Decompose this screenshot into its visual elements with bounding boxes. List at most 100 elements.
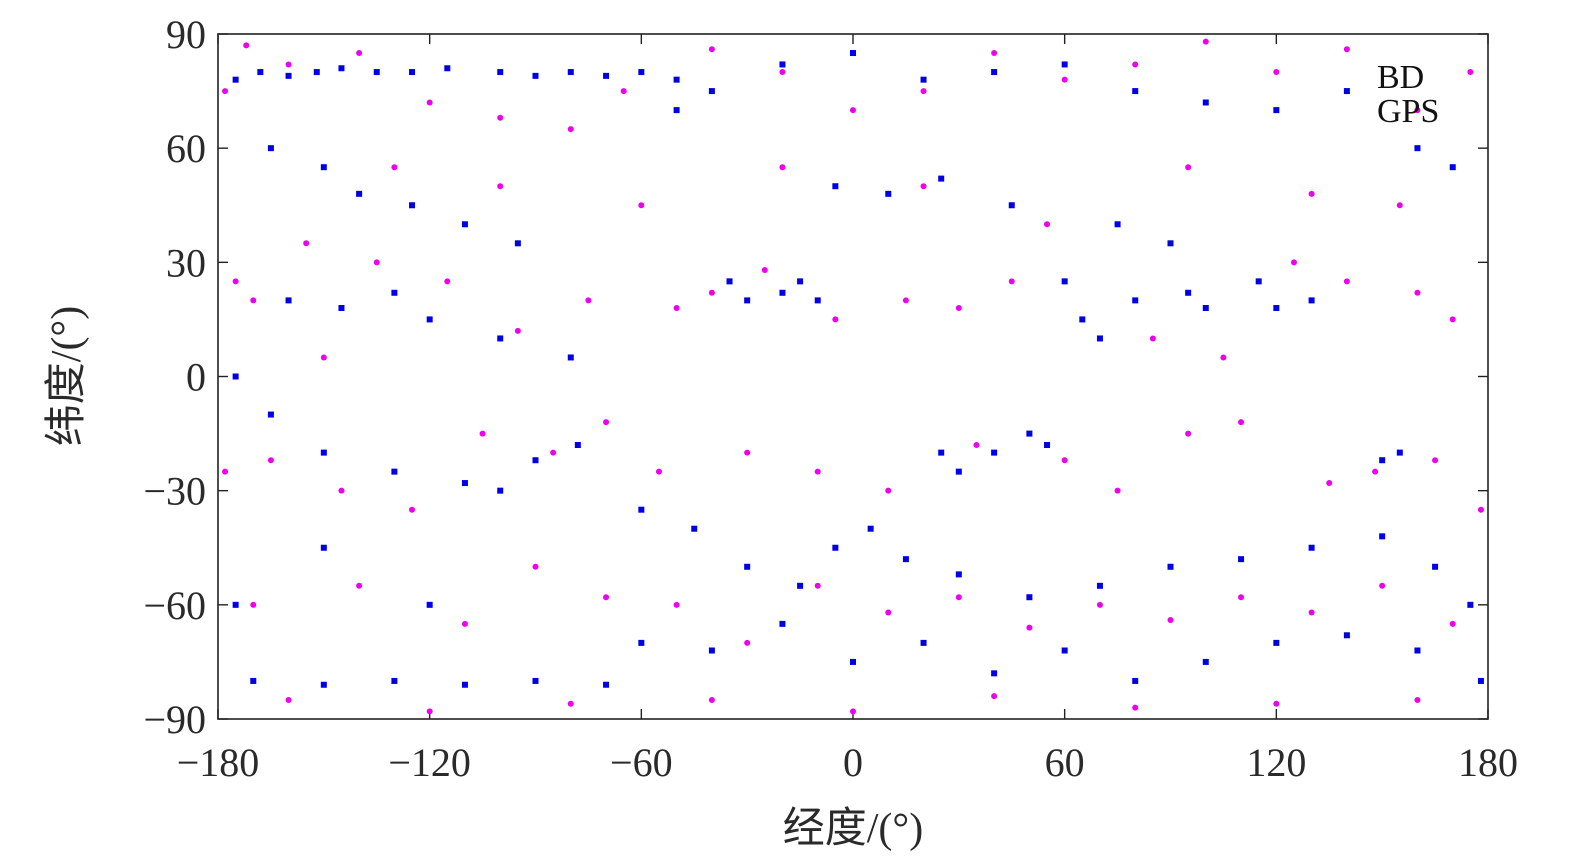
data-point-gps <box>1273 700 1280 707</box>
data-point-gps <box>1185 430 1192 437</box>
data-point-gps <box>356 50 363 57</box>
data-point-bd <box>532 677 539 684</box>
data-point-gps <box>338 487 345 494</box>
data-point-bd <box>232 373 239 380</box>
data-point-gps <box>902 297 909 304</box>
data-point-gps <box>655 468 662 475</box>
data-point-gps <box>1396 202 1403 209</box>
data-point-bd <box>744 563 751 570</box>
data-point-bd <box>832 544 839 551</box>
data-point-bd <box>532 457 539 464</box>
data-point-gps <box>708 289 715 296</box>
data-point-gps <box>1044 221 1051 228</box>
y-tick-label: 30 <box>166 240 206 285</box>
data-point-bd <box>257 69 264 76</box>
data-point-bd <box>673 76 680 83</box>
data-point-bd <box>338 305 345 311</box>
data-point-gps <box>479 430 486 437</box>
data-point-bd <box>1414 145 1421 152</box>
data-point-bd <box>1202 99 1209 106</box>
data-point-gps <box>1238 594 1245 601</box>
data-point-bd <box>267 411 274 418</box>
data-point-gps <box>1449 620 1456 627</box>
data-point-gps <box>744 639 751 646</box>
data-point-bd <box>1026 430 1033 437</box>
data-point-gps <box>779 69 786 76</box>
data-point-bd <box>726 278 733 285</box>
data-point-bd <box>1061 61 1068 68</box>
data-point-bd <box>1167 240 1174 247</box>
data-point-bd <box>797 278 804 285</box>
data-points <box>222 38 1484 715</box>
data-point-bd <box>1379 533 1386 540</box>
data-point-bd <box>532 72 539 79</box>
data-point-bd <box>320 164 327 171</box>
data-point-gps <box>303 240 310 247</box>
legend-label-gps: GPS <box>1377 93 1439 130</box>
data-point-gps <box>497 114 504 121</box>
x-axis-title: 经度/(°) <box>783 806 923 852</box>
data-point-gps <box>1096 601 1103 608</box>
data-point-gps <box>1343 46 1350 53</box>
data-point-bd <box>1132 677 1139 684</box>
data-point-bd <box>673 107 680 114</box>
data-point-bd <box>850 50 856 57</box>
x-tick-label: −120 <box>388 740 471 785</box>
data-point-bd <box>1477 677 1484 684</box>
data-point-gps <box>1149 335 1156 342</box>
data-point-gps <box>250 601 257 608</box>
data-point-bd <box>1255 278 1262 285</box>
data-point-gps <box>1220 354 1227 361</box>
data-point-bd <box>991 449 998 456</box>
y-tick-label: 0 <box>186 355 206 400</box>
data-point-gps <box>955 305 962 311</box>
x-tick-label: 60 <box>1045 740 1085 785</box>
data-point-gps <box>356 582 363 589</box>
data-point-gps <box>885 609 892 616</box>
data-point-gps <box>222 88 229 95</box>
data-point-bd <box>320 681 327 688</box>
data-point-bd <box>885 190 892 197</box>
data-point-bd <box>708 647 715 654</box>
data-point-bd <box>1273 639 1280 646</box>
data-point-bd <box>1273 305 1280 311</box>
data-point-gps <box>850 708 856 715</box>
data-point-bd <box>285 72 292 79</box>
data-point-gps <box>1114 487 1121 494</box>
data-point-gps <box>603 419 610 426</box>
data-point-bd <box>497 69 504 76</box>
y-tick-label: 60 <box>166 126 206 171</box>
data-point-bd <box>1044 442 1051 448</box>
data-point-gps <box>638 202 645 209</box>
data-point-bd <box>338 65 345 72</box>
legend: BD GPS <box>1377 59 1439 130</box>
data-point-gps <box>1061 76 1068 83</box>
data-point-bd <box>1096 582 1103 589</box>
data-point-gps <box>267 457 274 464</box>
data-point-bd <box>1008 202 1015 209</box>
data-point-gps <box>1167 617 1174 624</box>
legend-label-bd: BD <box>1377 59 1424 96</box>
data-point-bd <box>409 202 416 209</box>
data-point-bd <box>779 620 786 627</box>
data-point-gps <box>1372 468 1379 475</box>
data-point-bd <box>426 601 433 608</box>
data-point-bd <box>232 601 239 608</box>
x-tick-label: −60 <box>610 740 673 785</box>
data-point-gps <box>1132 61 1139 68</box>
data-point-gps <box>620 88 627 95</box>
data-point-gps <box>1308 190 1315 197</box>
data-point-gps <box>1008 278 1015 285</box>
data-point-bd <box>391 677 398 684</box>
data-point-bd <box>638 69 645 76</box>
x-tick-label: 120 <box>1246 740 1306 785</box>
y-tick-label: −60 <box>143 583 206 628</box>
data-point-gps <box>444 278 451 285</box>
data-point-gps <box>409 506 416 513</box>
data-point-bd <box>867 525 874 532</box>
data-point-gps <box>708 696 715 703</box>
data-point-gps <box>885 487 892 494</box>
data-point-gps <box>1061 457 1068 464</box>
data-point-gps <box>1273 69 1280 76</box>
